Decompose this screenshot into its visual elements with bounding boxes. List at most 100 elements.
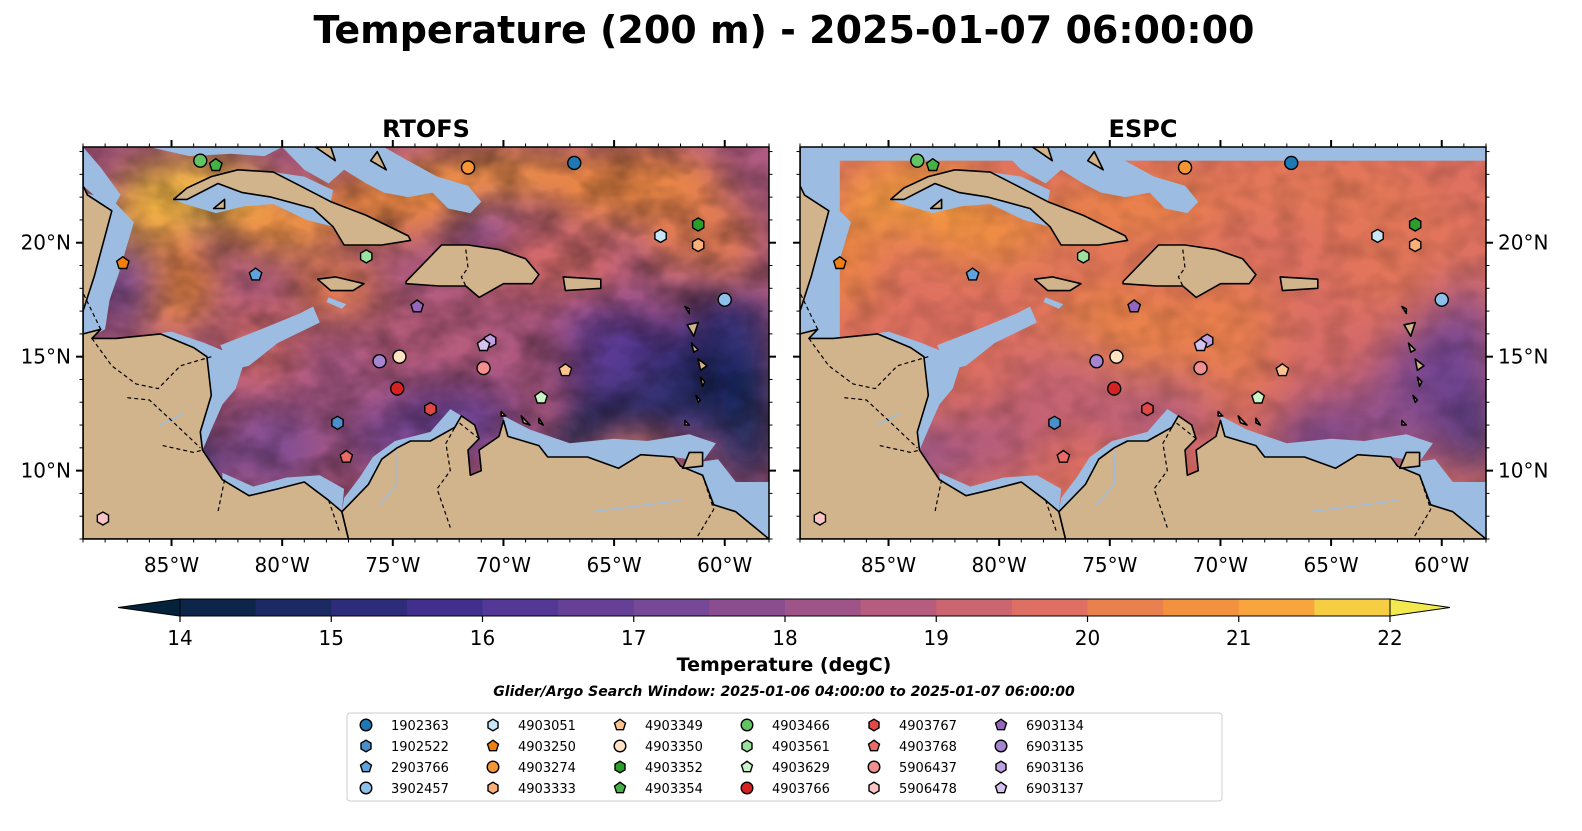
legend-label: 6903136	[1026, 761, 1084, 776]
legend-label: 3902457	[391, 782, 449, 797]
legend-label: 4903352	[645, 761, 703, 776]
colorbar-bin	[1238, 599, 1315, 616]
legend-marker-6903136	[995, 760, 1007, 774]
float-marker-3902457	[717, 292, 732, 307]
colorbar-bin	[633, 599, 710, 616]
colorbar-tick-label: 16	[470, 626, 495, 650]
lon-tick-label: 80°W	[972, 553, 1027, 577]
float-marker-4903767	[424, 401, 437, 417]
colorbar-label: Temperature (degC)	[677, 654, 892, 676]
legend-label: 4903354	[645, 782, 703, 797]
colorbar-bin	[180, 599, 257, 616]
legend-marker-4903354	[613, 781, 627, 794]
colorbar-bin	[1314, 599, 1391, 616]
colorbar-extend-high	[1389, 598, 1451, 617]
lon-tick-label: 65°W	[1303, 553, 1358, 577]
colorbar-bin	[709, 599, 786, 616]
colorbar-bin	[1011, 599, 1089, 616]
rtofs-map-panel: 85°W 80°W 75°W 70°W 65°W 60°W 10°N 15°N 20°N RTOF…	[21, 115, 776, 577]
colorbar-tick-label: 18	[772, 626, 797, 650]
lat-tick-label: 15°N	[1498, 345, 1548, 369]
legend-marker-4903766	[740, 781, 754, 795]
float-marker-4903051	[654, 228, 667, 244]
colorbar-bin	[255, 599, 332, 616]
float-marker-4903274	[460, 160, 476, 175]
colorbar-tick-label: 17	[621, 626, 646, 650]
colorbar-bin	[331, 599, 408, 616]
legend-marker-4903051	[487, 718, 499, 732]
legend-marker-4903333	[487, 781, 499, 795]
legend-marker-5906478	[868, 781, 880, 795]
float-marker-4903766	[390, 381, 405, 396]
search-window-text: Glider/Argo Search Window: 2025-01-06 04…	[493, 684, 1075, 700]
float-marker-1902363	[567, 155, 582, 171]
colorbar-extend-low	[117, 598, 181, 617]
float-marker-4903766	[1107, 381, 1122, 396]
legend-marker-1902522	[360, 739, 372, 753]
colorbar-tick-label: 14	[167, 626, 192, 650]
lon-tick-label: 70°W	[1193, 553, 1248, 577]
float-marker-6903135	[1089, 354, 1104, 369]
legend-marker-6903135	[994, 739, 1008, 753]
float-marker-4903333	[1408, 237, 1422, 253]
float-marker-1902522	[1048, 415, 1061, 431]
lat-tick-label: 20°N	[21, 231, 71, 255]
lon-tick-label: 70°W	[476, 553, 531, 577]
colorbar-bin	[860, 599, 937, 616]
float-marker-2903766	[965, 267, 980, 281]
lat-tick-label: 20°N	[1498, 231, 1548, 255]
legend-label: 4903051	[518, 719, 576, 734]
colorbar-bin	[936, 599, 1013, 616]
legend-marker-4903561	[741, 739, 753, 753]
float-marker-4903349	[558, 362, 573, 377]
lon-tick-label: 85°W	[861, 553, 916, 577]
float-marker-3902457	[1434, 292, 1449, 307]
float-marker-4903250	[832, 255, 847, 270]
colorbar: 14 15 16 17 18 19 20 21 22 Temperature (degC)	[117, 598, 1451, 676]
float-marker-5906437	[1193, 360, 1208, 376]
float-marker-4903629	[534, 390, 549, 404]
colorbar-tick-label: 20	[1075, 626, 1100, 650]
float-legend: 1902363 1902522 2903766 3902457 4903051 49032…	[346, 712, 1223, 802]
float-marker-4903354	[925, 157, 940, 172]
float-marker-4903629	[1251, 390, 1266, 404]
legend-label: 4903333	[518, 782, 576, 797]
float-marker-4903350	[1109, 349, 1124, 364]
panel-title: RTOFS	[382, 115, 470, 143]
legend-label: 4903466	[772, 719, 830, 734]
legend-marker-1902363	[359, 718, 373, 732]
legend-label: 4903561	[772, 740, 830, 755]
legend-label: 6903135	[1026, 740, 1084, 755]
colorbar-bin	[482, 599, 559, 616]
panel-title: ESPC	[1109, 115, 1178, 143]
colorbar-tick-label: 22	[1377, 626, 1402, 650]
legend-label: 4903766	[772, 782, 830, 797]
float-marker-6903134	[1127, 299, 1142, 313]
legend-marker-4903767	[868, 718, 880, 732]
float-marker-4903352	[691, 217, 705, 232]
float-marker-4903350	[392, 349, 407, 364]
legend-label: 1902522	[391, 740, 449, 755]
colorbar-bin	[1163, 599, 1240, 616]
legend-marker-6903137	[994, 781, 1008, 794]
legend-label: 1902363	[391, 719, 449, 734]
float-marker-4903466	[910, 153, 925, 168]
float-marker-4903354	[208, 157, 223, 172]
legend-marker-4903629	[740, 760, 754, 773]
float-marker-4903768	[339, 449, 354, 463]
legend-marker-4903466	[740, 718, 754, 732]
float-marker-2903766	[248, 267, 263, 281]
float-marker-6903135	[372, 354, 387, 369]
lon-tick-label: 85°W	[144, 553, 199, 577]
legend-marker-3902457	[359, 781, 373, 795]
colorbar-bin	[785, 599, 862, 616]
lon-tick-label: 60°W	[1414, 553, 1469, 577]
lat-tick-label: 10°N	[1498, 459, 1548, 483]
legend-label: 4903350	[645, 740, 703, 755]
float-marker-4903767	[1141, 401, 1154, 417]
float-marker-4903051	[1371, 228, 1384, 244]
float-marker-4903250	[115, 255, 130, 270]
lon-tick-label: 75°W	[1082, 553, 1137, 577]
legend-marker-4903350	[613, 739, 627, 753]
